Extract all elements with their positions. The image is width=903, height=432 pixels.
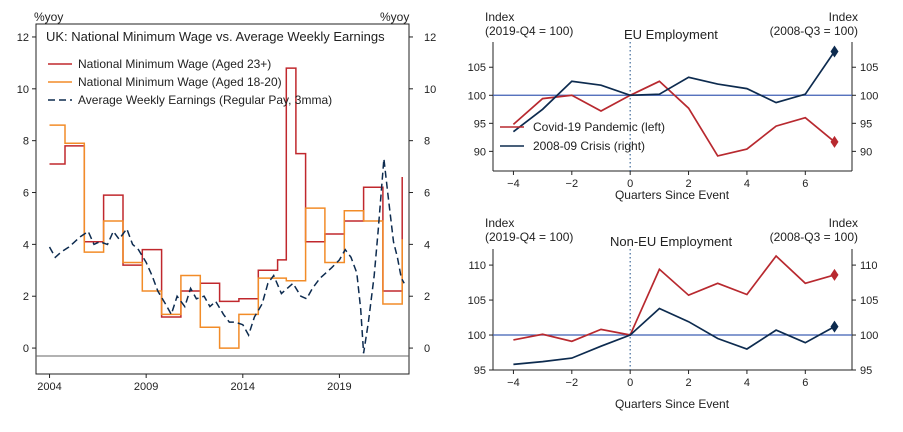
left-x-tick-label: 2014 (231, 381, 255, 393)
left-y-tick-label: 4 (23, 239, 29, 251)
noneu-right-axis-label-line2: (2008-Q3 = 100) (770, 230, 858, 244)
eu-x-axis-label: Quarters Since Event (615, 188, 730, 202)
noneu-series-line-0 (513, 254, 835, 343)
left-panel: %yoy %yoy 0 0 2 2 4 4 6 6 8 8 10 10 12 12 2004 2009 201… (17, 10, 437, 393)
left-y-tick-label-right: 12 (424, 32, 436, 44)
noneu-x-tick-label: −4 (507, 377, 520, 389)
noneu-right-axis-label-line1: Index (829, 216, 858, 230)
eu-chart-title: EU Employment (624, 27, 718, 42)
left-y-tick-label: 8 (23, 136, 29, 148)
noneu-x-axis-label: Quarters Since Event (615, 397, 730, 411)
noneu-x-tick-label: 2 (685, 377, 691, 389)
left-y-tick-label: 10 (17, 84, 29, 96)
eu-x-tick-label: −4 (507, 178, 520, 190)
left-x-tick-label: 2009 (134, 381, 158, 393)
eu-right-axis-label-line1: Index (829, 10, 858, 24)
left-y-tick-label: 2 (23, 291, 29, 303)
noneu-y-tick-label-right: 100 (860, 330, 878, 342)
legend-label-nmw-18-20: National Minimum Wage (Aged 18-20) (78, 75, 282, 89)
eu-series-line-1 (512, 51, 836, 133)
noneu-series-end-marker-0 (830, 268, 839, 281)
noneu-y-tick-label-right: 95 (860, 365, 872, 377)
left-y-tick-label-right: 2 (424, 291, 430, 303)
eu-legend: Covid-19 Pandemic (left) 2008-09 Crisis … (500, 120, 665, 153)
left-legend: National Minimum Wage (Aged 23+) Nationa… (48, 57, 332, 107)
left-y-tick-label: 6 (23, 188, 29, 200)
eu-x-ticks: −4 −2 0 2 4 6 (507, 171, 808, 190)
eu-right-axis-label-line2: (2008-Q3 = 100) (770, 24, 858, 38)
noneu-series-line-1 (513, 307, 835, 366)
noneu-y-tick-label: 110 (468, 260, 486, 272)
left-y-tick-label-right: 6 (424, 188, 430, 200)
left-y-tick-label-right: 8 (424, 136, 430, 148)
eu-x-tick-label: −2 (566, 178, 579, 190)
left-y-tick-label-right: 0 (424, 343, 430, 355)
eu-series-end-marker-0 (830, 135, 839, 148)
noneu-panel: Index (2019-Q4 = 100) Index (2008-Q3 = 1… (468, 216, 879, 411)
eu-series-end-marker-1 (830, 45, 839, 58)
eu-series-line-0 (512, 80, 836, 157)
eu-panel: Index (2019-Q4 = 100) Index (2008-Q3 = 1… (468, 10, 879, 202)
eu-y-tick-label: 105 (468, 62, 486, 74)
eu-left-axis-label-line1: Index (485, 10, 514, 24)
noneu-x-tick-label: 4 (744, 377, 750, 389)
noneu-y-tick-label-right: 110 (860, 260, 878, 272)
left-y-ticks: 0 0 2 2 4 4 6 6 8 8 10 10 12 12 (17, 32, 437, 355)
left-x-tick-label: 2004 (37, 381, 61, 393)
eu-y-tick-label: 95 (474, 118, 486, 130)
left-x-tick-label: 2019 (327, 381, 351, 393)
noneu-series (513, 254, 839, 366)
noneu-left-axis-label-line1: Index (485, 216, 514, 230)
noneu-x-tick-label: −2 (566, 377, 579, 389)
noneu-x-tick-label: 0 (627, 377, 633, 389)
eu-left-axis-label-line2: (2019-Q4 = 100) (485, 24, 573, 38)
eu-y-tick-label-right: 90 (860, 146, 872, 158)
eu-legend-label-crisis: 2008-09 Crisis (right) (533, 139, 645, 153)
eu-y-tick-label-right: 100 (860, 90, 878, 102)
eu-x-tick-label: 6 (802, 178, 808, 190)
legend-label-nmw-23: National Minimum Wage (Aged 23+) (78, 57, 271, 71)
eu-y-ticks: 90 90 95 95 100 100 105 105 (468, 62, 879, 158)
eu-x-tick-label: 4 (744, 178, 750, 190)
eu-y-tick-label-right: 105 (860, 62, 878, 74)
left-y-tick-label: 0 (23, 343, 29, 355)
noneu-chart-title: Non-EU Employment (610, 234, 732, 249)
noneu-x-ticks: −4 −2 0 2 4 6 (507, 370, 808, 389)
left-y-tick-label-right: 10 (424, 84, 436, 96)
noneu-left-axis-label-line2: (2019-Q4 = 100) (485, 230, 573, 244)
noneu-y-tick-label: 105 (468, 295, 486, 307)
noneu-x-tick-label: 6 (802, 377, 808, 389)
noneu-reference-lines (493, 249, 852, 370)
left-x-ticks: 2004 2009 2014 2019 (37, 374, 352, 393)
left-y-label-left: %yoy (34, 10, 63, 24)
eu-reference-lines (493, 42, 852, 171)
left-y-tick-label: 12 (17, 32, 29, 44)
left-plot-frame (35, 23, 410, 375)
left-series-line-1 (49, 124, 403, 349)
eu-y-tick-label: 100 (468, 90, 486, 102)
left-series-line-2 (48, 158, 405, 354)
eu-y-tick-label: 90 (474, 146, 486, 158)
eu-x-tick-label: 0 (627, 178, 633, 190)
eu-x-tick-label: 2 (685, 178, 691, 190)
left-y-label-right: %yoy (380, 10, 409, 24)
noneu-y-tick-label: 100 (468, 330, 486, 342)
left-chart-title: UK: National Minimum Wage vs. Average We… (46, 29, 385, 44)
eu-y-tick-label-right: 95 (860, 118, 872, 130)
eu-series (512, 45, 839, 157)
eu-legend-label-covid: Covid-19 Pandemic (left) (533, 120, 665, 134)
left-series (48, 67, 405, 354)
noneu-y-tick-label: 95 (474, 365, 486, 377)
legend-label-awe: Average Weekly Earnings (Regular Pay, 3m… (78, 93, 332, 107)
noneu-y-ticks: 95 95 100 100 105 105 110 110 (468, 260, 879, 377)
noneu-y-tick-label-right: 105 (860, 295, 878, 307)
noneu-series-end-marker-1 (830, 320, 839, 333)
left-y-tick-label-right: 4 (424, 239, 430, 251)
